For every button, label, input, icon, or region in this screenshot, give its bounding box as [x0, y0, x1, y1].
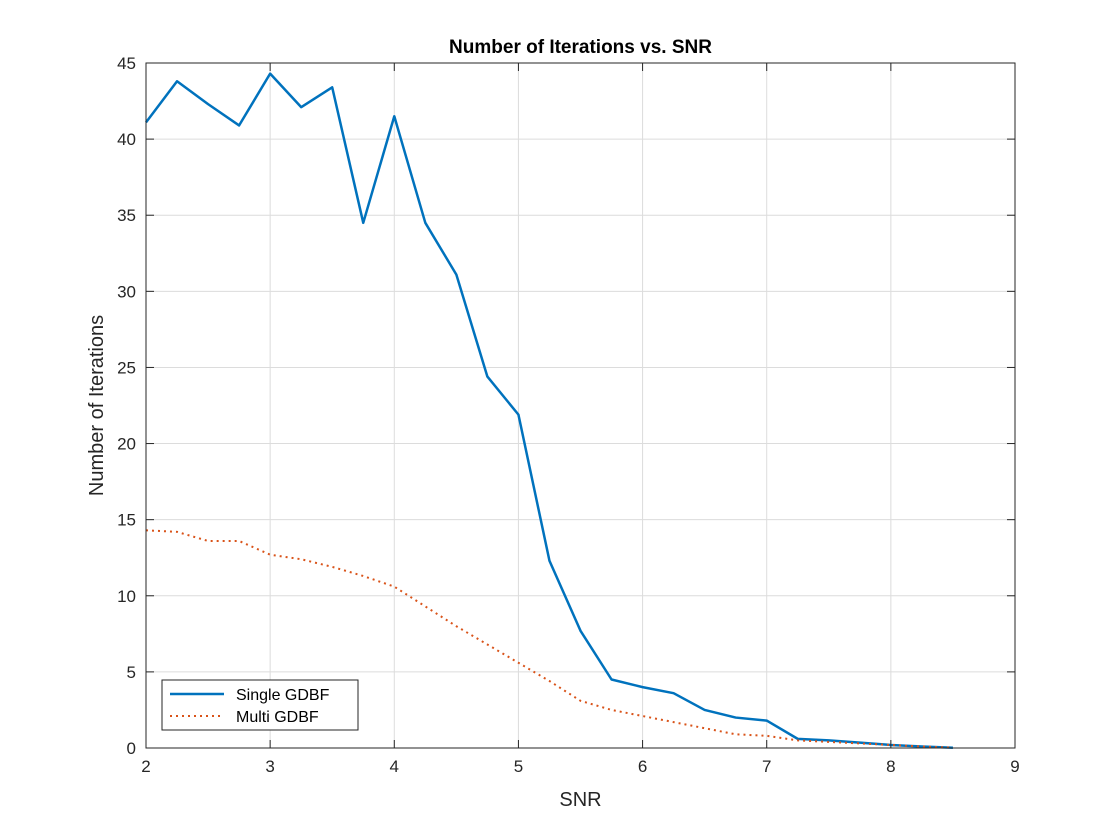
legend-box: [161, 679, 359, 731]
y-tick-label: 10: [117, 587, 136, 606]
x-tick-label: 9: [1010, 757, 1019, 776]
legend: Single GDBF Multi GDBF: [161, 679, 359, 731]
series-lines: [145, 72, 953, 749]
y-axis-label: Number of Iterations: [86, 315, 108, 496]
legend-entry-label: Single GDBF: [236, 687, 330, 704]
x-tick-label: 2: [141, 757, 150, 776]
y-tick-label: 40: [117, 130, 136, 149]
x-tick-label: 8: [886, 757, 895, 776]
y-tick-label: 45: [117, 54, 136, 73]
chart-title: Number of Iterations vs. SNR: [449, 37, 712, 58]
x-axis-label: SNR: [559, 789, 601, 811]
x-tick-label: 4: [390, 757, 399, 776]
series-line-multi-gdbf: [145, 529, 953, 749]
x-tick-label: 3: [265, 757, 274, 776]
y-tick-label: 30: [117, 282, 136, 301]
grid-lines: [145, 62, 1016, 749]
y-tick-label: 0: [127, 739, 136, 758]
x-tick-label: 5: [514, 757, 523, 776]
y-tick-label: 15: [117, 511, 136, 530]
legend-entry-label: Multi GDBF: [236, 709, 319, 726]
x-tick-label: 7: [762, 757, 771, 776]
y-tick-label: 35: [117, 206, 136, 225]
y-tick-label: 25: [117, 358, 136, 377]
x-tick-label: 6: [638, 757, 647, 776]
series-line-single-gdbf: [145, 72, 953, 749]
plot-frame: [145, 62, 1016, 749]
y-tick-label: 5: [127, 663, 136, 682]
y-tick-label: 20: [117, 435, 136, 454]
